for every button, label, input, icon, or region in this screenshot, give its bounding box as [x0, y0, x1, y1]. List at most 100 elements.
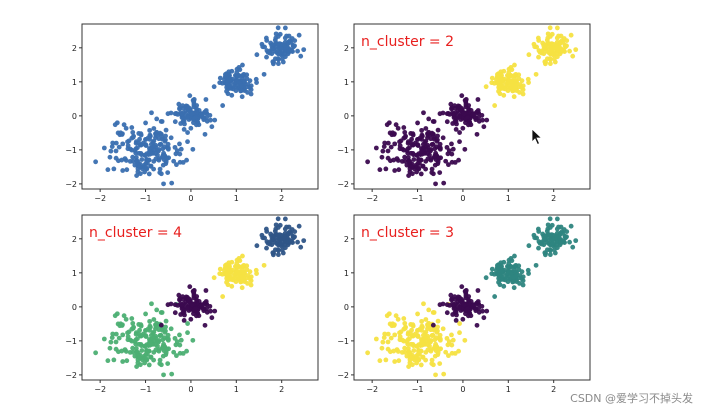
data-point	[223, 74, 229, 80]
data-point	[211, 84, 217, 90]
data-point	[187, 93, 193, 99]
data-point	[425, 324, 431, 329]
data-point	[241, 269, 247, 275]
data-point	[277, 232, 283, 238]
data-point	[373, 145, 379, 151]
data-point	[382, 140, 388, 146]
data-point	[229, 283, 235, 289]
data-point	[130, 154, 136, 160]
data-point	[384, 122, 390, 128]
y-tick-label: 0	[72, 112, 77, 121]
data-point	[254, 243, 260, 249]
data-point	[492, 103, 498, 108]
data-point	[435, 137, 440, 143]
data-point	[301, 47, 307, 53]
data-point	[443, 349, 449, 355]
data-point	[142, 360, 147, 366]
data-point	[240, 62, 245, 68]
data-point	[479, 303, 485, 309]
data-point	[391, 348, 397, 354]
data-point	[239, 274, 244, 280]
data-point	[177, 342, 183, 348]
data-point	[457, 139, 462, 145]
data-point	[157, 170, 163, 176]
data-point	[457, 330, 462, 336]
data-point	[411, 157, 417, 162]
data-point	[227, 268, 233, 274]
data-point	[134, 158, 140, 163]
data-point	[392, 359, 398, 364]
data-point	[402, 129, 408, 135]
data-point	[385, 339, 391, 345]
data-point	[290, 233, 296, 239]
x-tick-label: 2	[279, 385, 284, 394]
data-point	[112, 122, 118, 128]
x-tick-label: −1	[412, 194, 424, 203]
data-point	[139, 157, 145, 162]
data-point	[381, 144, 387, 150]
data-point	[410, 362, 415, 368]
data-point	[554, 25, 560, 31]
data-point	[176, 101, 182, 107]
data-point	[549, 41, 555, 47]
data-point	[269, 46, 275, 52]
data-point	[444, 119, 450, 125]
data-point	[124, 167, 130, 173]
data-point	[120, 141, 126, 147]
data-point	[264, 38, 270, 43]
data-point	[470, 111, 476, 117]
data-point	[211, 275, 217, 281]
data-point	[119, 348, 125, 354]
data-point	[416, 348, 421, 354]
data-point	[385, 148, 391, 154]
data-point	[153, 333, 159, 339]
data-point	[225, 282, 231, 288]
data-point	[504, 84, 510, 90]
data-point	[508, 65, 514, 70]
data-point	[264, 229, 270, 234]
data-point	[177, 151, 183, 157]
data-point	[111, 357, 117, 363]
data-point	[383, 357, 389, 363]
data-point	[113, 140, 119, 146]
x-tick-label: −1	[412, 385, 424, 394]
data-point	[385, 346, 391, 352]
data-point	[481, 124, 487, 130]
data-point	[177, 350, 183, 356]
data-point	[461, 111, 467, 117]
data-point	[281, 233, 287, 239]
data-point	[489, 266, 495, 272]
data-point	[509, 264, 514, 270]
data-point	[435, 127, 441, 133]
data-point	[432, 353, 438, 359]
data-point	[145, 326, 151, 332]
data-point	[147, 148, 153, 154]
data-point	[202, 131, 208, 137]
data-point	[160, 162, 166, 168]
data-point	[536, 54, 541, 60]
data-point	[280, 59, 286, 65]
data-point	[239, 88, 244, 93]
data-point	[437, 361, 443, 366]
data-point	[130, 345, 136, 351]
data-point	[568, 223, 574, 229]
data-point	[101, 336, 107, 342]
data-point	[391, 157, 397, 163]
data-point	[171, 158, 177, 164]
data-point	[420, 141, 426, 147]
data-point	[411, 348, 417, 353]
data-point	[431, 310, 437, 315]
data-point	[423, 126, 429, 131]
data-point	[285, 230, 291, 236]
y-tick-label: −1	[337, 146, 349, 155]
data-point	[556, 33, 561, 39]
data-point	[377, 358, 383, 364]
data-point	[129, 125, 135, 130]
scatter-plot-k2: −2 −1 0 1 2 −2 −1 0 1 2 n_cluster = 2	[337, 23, 591, 203]
x-tick-label: −2	[366, 385, 378, 394]
data-point	[423, 317, 429, 322]
x-tick-label: −2	[94, 385, 106, 394]
data-point	[531, 232, 537, 238]
data-point	[437, 111, 443, 117]
data-point	[419, 318, 425, 324]
